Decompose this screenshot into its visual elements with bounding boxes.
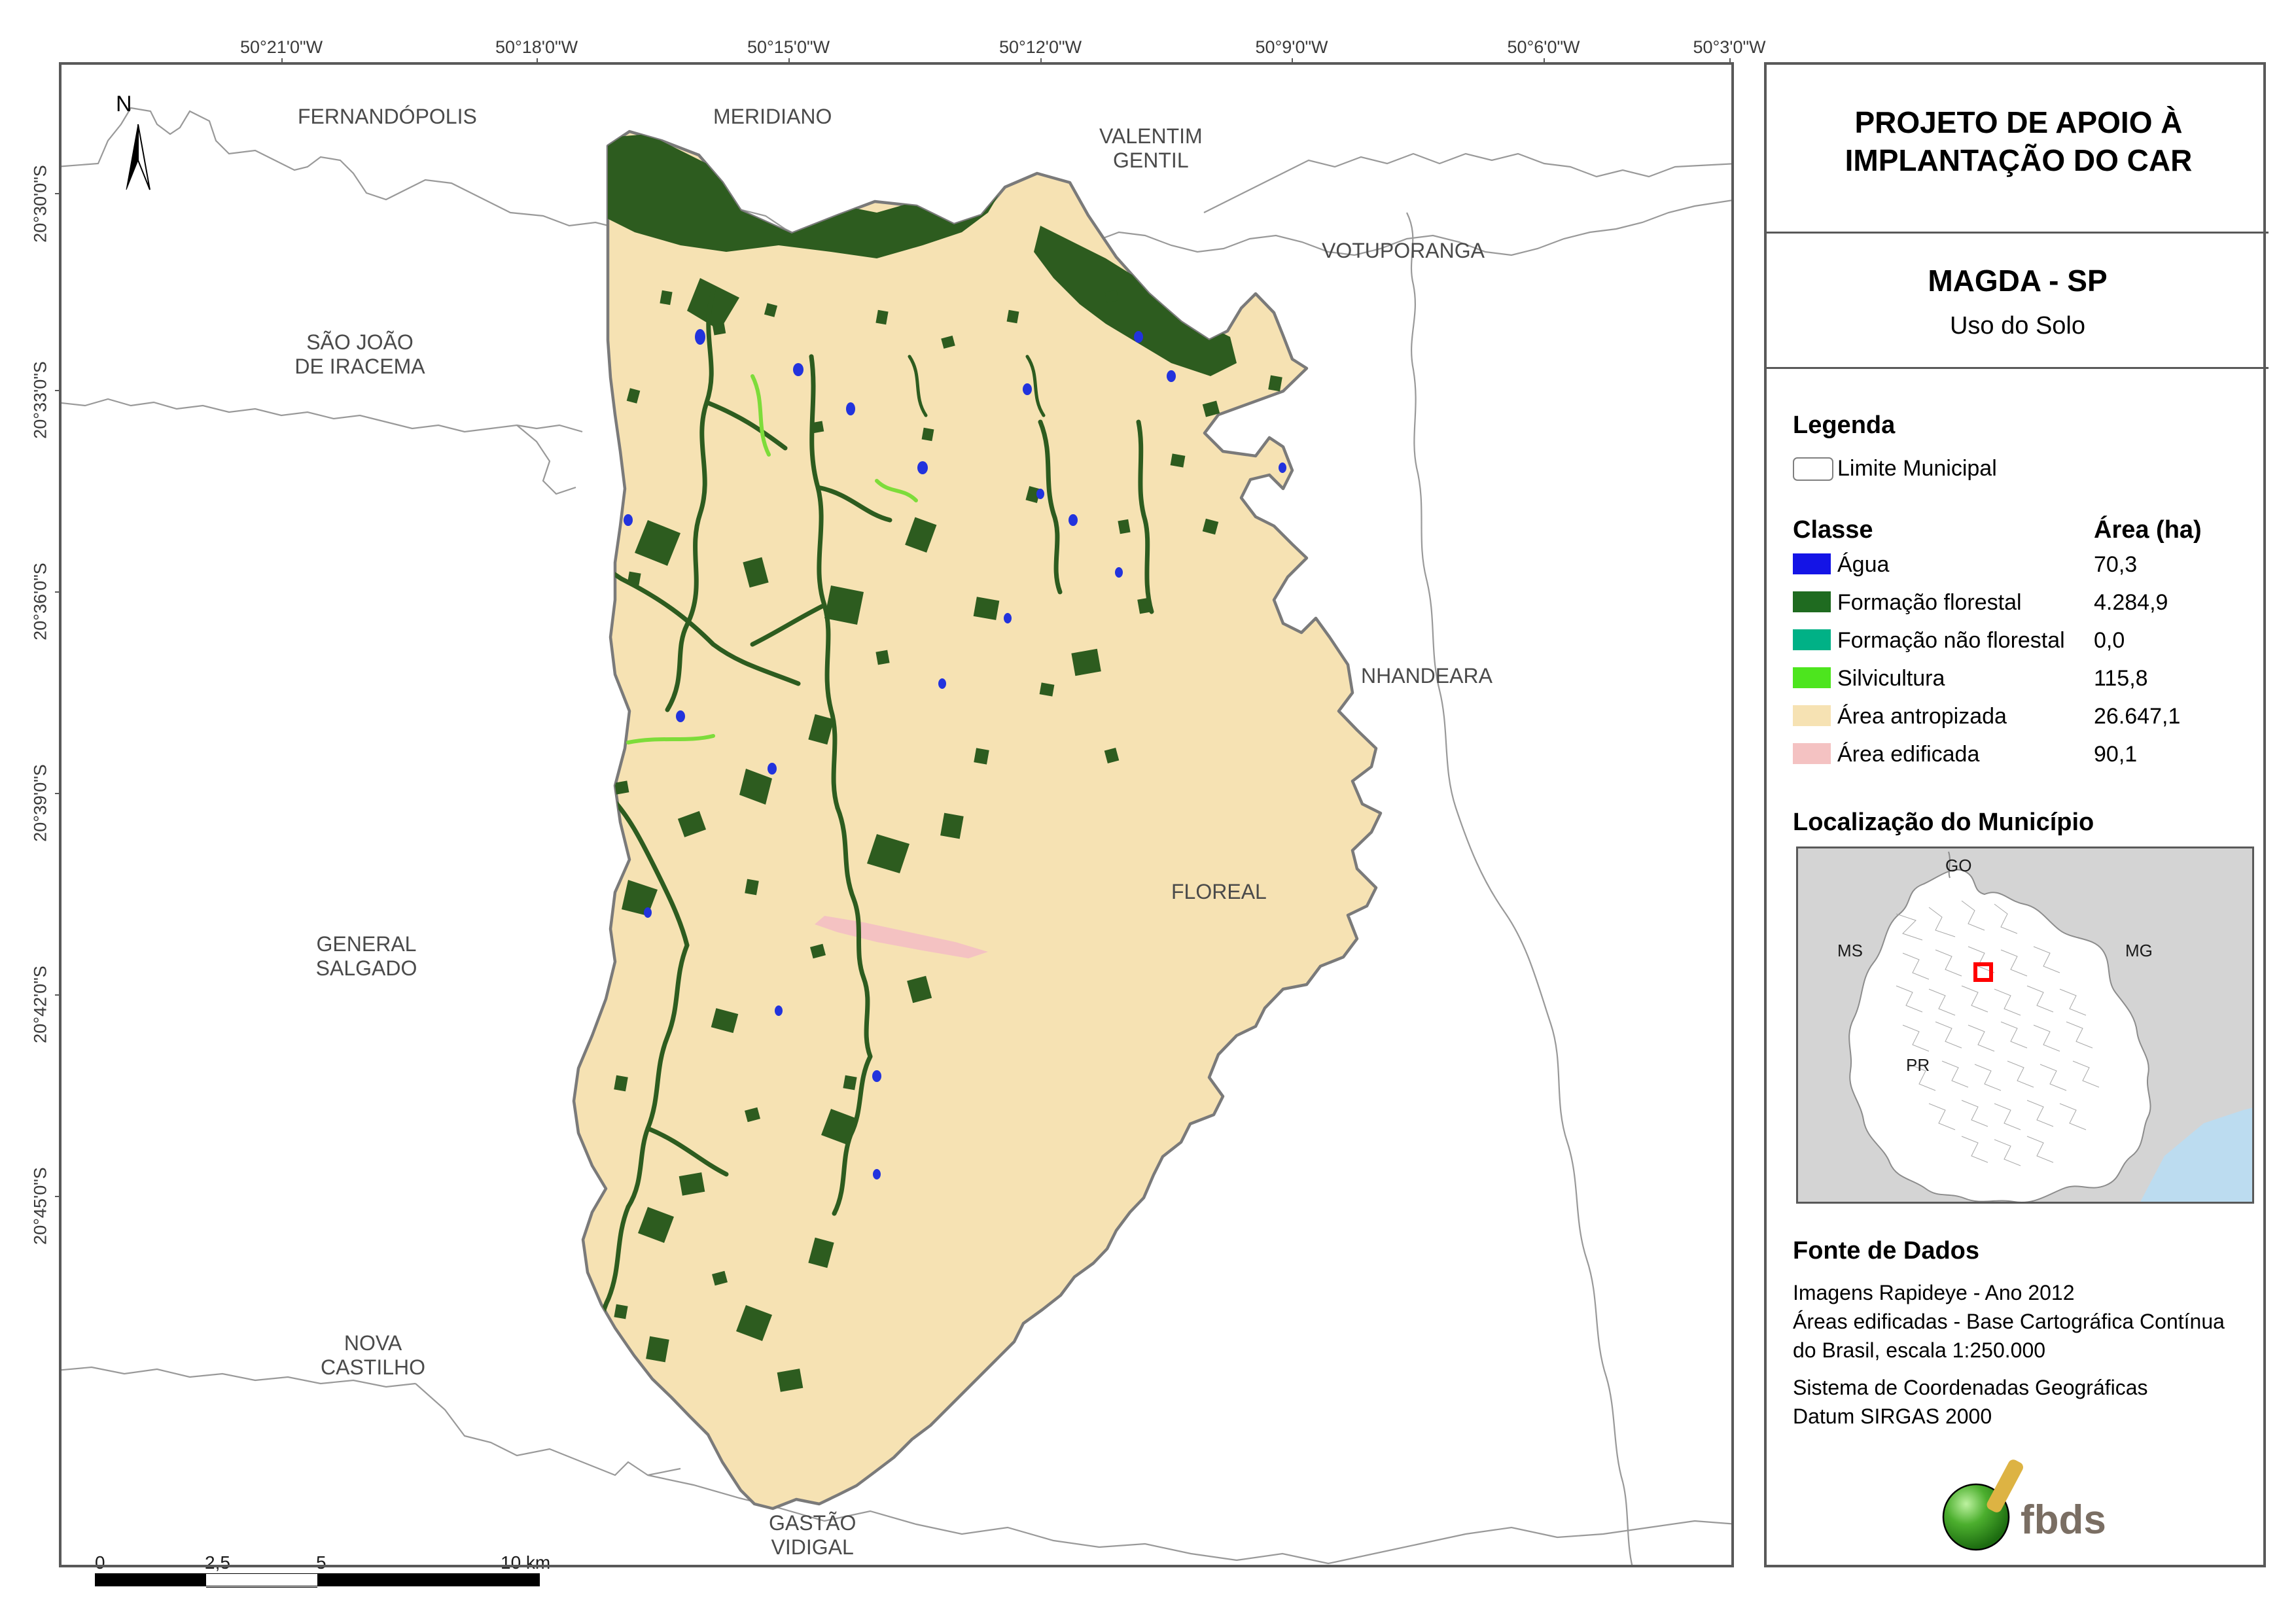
svg-text:MS: MS xyxy=(1837,941,1863,960)
svg-text:fbds: fbds xyxy=(2021,1497,2106,1543)
svg-text:GO: GO xyxy=(1945,856,1971,875)
svg-text:MG: MG xyxy=(2125,941,2153,960)
svg-text:N: N xyxy=(116,92,132,116)
svg-text:PR: PR xyxy=(1906,1055,1930,1075)
